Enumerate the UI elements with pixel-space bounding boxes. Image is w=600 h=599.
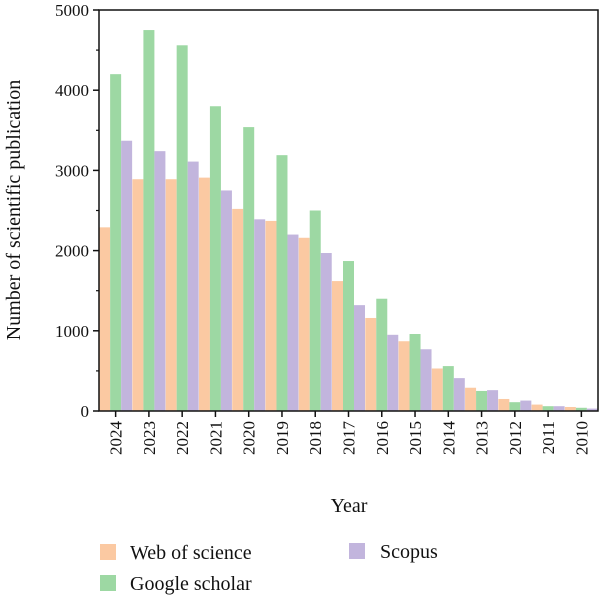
x-axis: 2024 2023 2022 2021 2020 2019 2018 2017 2016 2015…: [107, 411, 591, 456]
y-axis-title: Number of scientific publication: [3, 80, 25, 340]
legend-label-google-scholar: Google scholar: [130, 573, 252, 595]
x-tick-label: 2010: [572, 421, 591, 455]
x-tick-label: 2014: [439, 421, 458, 456]
x-tick-label: 2016: [373, 421, 392, 455]
x-tick-label: 2013: [473, 421, 492, 455]
legend-swatch-web-of-science: [100, 544, 116, 560]
bar-scopus-2013: [487, 390, 499, 411]
bar-web-of-science-2011: [531, 404, 543, 411]
bar-scopus-2015: [420, 349, 432, 411]
bar-web-of-science-2020: [232, 208, 244, 411]
bar-scopus-2019: [287, 234, 299, 411]
y-tick-label: 3000: [55, 161, 89, 180]
bar-web-of-science-2019: [265, 220, 277, 411]
bar-scopus-2024: [121, 140, 133, 412]
y-tick-label: 0: [81, 402, 90, 421]
bar-google-scholar-2017: [343, 261, 354, 411]
x-tick-label: 2017: [340, 421, 359, 456]
bar-web-of-science-2012: [498, 398, 510, 411]
bar-scopus-2022: [187, 161, 199, 411]
bar-web-of-science-2023: [132, 179, 144, 411]
bar-web-of-science-2010: [564, 406, 576, 411]
bar-scopus-2014: [453, 378, 465, 411]
y-tick-label: 4000: [55, 81, 89, 100]
bar-web-of-science-2013: [465, 387, 477, 411]
bar-web-of-science-2021: [198, 177, 210, 411]
bar-scopus-2010: [586, 408, 598, 411]
bar-google-scholar-2021: [209, 106, 221, 412]
bar-google-scholar-2023: [143, 30, 155, 412]
bar-google-scholar-2018: [309, 210, 321, 411]
bar-google-scholar-2010: [575, 407, 587, 411]
bar-web-of-science-2014: [431, 368, 443, 411]
bar-scopus-2012: [520, 400, 532, 411]
y-axis: 0 1000 2000 3000 4000 5000: [55, 1, 99, 421]
bar-web-of-science-2017: [332, 281, 343, 411]
bar-google-scholar-2013: [476, 390, 488, 411]
x-tick-label: 2011: [539, 421, 558, 454]
x-tick-label: 2012: [506, 421, 525, 455]
bar-google-scholar-2020: [243, 127, 255, 411]
bar-scopus-2011: [553, 406, 565, 411]
y-tick-label: 1000: [55, 322, 89, 341]
bar-google-scholar-2011: [542, 406, 554, 411]
y-tick-label: 2000: [55, 242, 89, 261]
x-tick-label: 2021: [206, 421, 225, 455]
x-tick-label: 2015: [406, 421, 425, 455]
bar-scopus-2023: [154, 151, 166, 411]
legend-label-scopus: Scopus: [380, 541, 438, 563]
bar-scopus-2018: [320, 253, 332, 411]
bar-google-scholar-2024: [110, 74, 122, 411]
x-tick-label: 2022: [173, 421, 192, 455]
bar-web-of-science-2016: [365, 317, 377, 411]
bar-google-scholar-2012: [509, 402, 521, 411]
bars-group: [99, 30, 598, 412]
x-axis-title: Year: [331, 495, 368, 517]
legend-swatch-google-scholar: [100, 575, 116, 591]
bar-scopus-2017: [354, 305, 365, 411]
x-tick-label: 2023: [140, 421, 159, 455]
bar-web-of-science-2015: [398, 341, 410, 411]
y-tick-label: 5000: [55, 1, 89, 20]
bar-scopus-2016: [387, 334, 399, 411]
bar-google-scholar-2016: [376, 298, 388, 411]
legend-label-web-of-science: Web of science: [130, 542, 252, 564]
bar-web-of-science-2024: [99, 227, 111, 411]
bar-scopus-2020: [254, 219, 266, 411]
x-tick-label: 2018: [306, 421, 325, 455]
bar-scopus-2021: [220, 190, 232, 411]
x-tick-label: 2020: [240, 421, 259, 455]
x-tick-label: 2024: [107, 421, 126, 456]
bar-web-of-science-2018: [298, 237, 310, 411]
bar-google-scholar-2022: [176, 45, 188, 411]
bar-google-scholar-2019: [276, 155, 288, 411]
bar-google-scholar-2014: [442, 366, 454, 411]
bar-web-of-science-2022: [165, 179, 177, 411]
legend-swatch-scopus: [349, 543, 365, 559]
bar-google-scholar-2015: [409, 334, 421, 411]
x-tick-label: 2019: [273, 421, 292, 455]
legend: Web of science Google scholar Scopus: [100, 541, 438, 595]
